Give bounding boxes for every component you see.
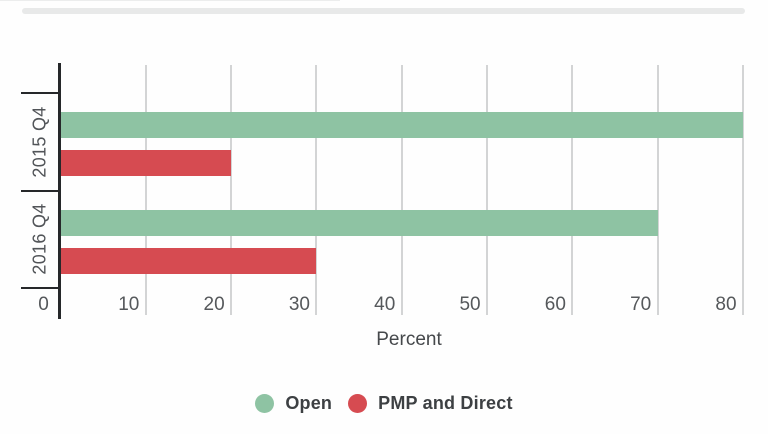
legend-swatch-open-icon xyxy=(255,394,275,413)
bar-open-2015-q4[interactable] xyxy=(60,112,743,138)
x-tick-label-10: 10 xyxy=(118,294,140,315)
x-tick-label-80: 80 xyxy=(715,294,737,315)
y-category-label-2015-q4: 2015 Q4 xyxy=(29,106,50,178)
x-tick-label-40: 40 xyxy=(374,294,396,315)
chart-legend: Open PMP and Direct xyxy=(0,393,768,414)
y-axis-tick xyxy=(21,287,59,289)
gridline-70 xyxy=(656,65,659,315)
gridline-20 xyxy=(230,65,233,315)
y-axis-tick xyxy=(21,92,59,94)
x-tick-label-70: 70 xyxy=(630,294,652,315)
gridline-80 xyxy=(742,65,744,315)
y-axis-line xyxy=(58,63,61,319)
x-tick-label-60: 60 xyxy=(544,294,566,315)
legend-swatch-pmp-and-direct-icon xyxy=(348,394,368,413)
y-axis-tick xyxy=(21,189,59,192)
gridline-30 xyxy=(315,65,318,315)
y-category-label-2016-q4: 2016 Q4 xyxy=(29,203,50,275)
legend-item-open: Open xyxy=(255,393,332,414)
x-tick-label-0: 0 xyxy=(38,294,49,315)
legend-item-pmp-and-direct: PMP and Direct xyxy=(348,393,513,414)
bar-open-2016-q4[interactable] xyxy=(60,209,658,236)
x-tick-label-50: 50 xyxy=(459,294,481,315)
x-tick-label-20: 20 xyxy=(203,294,225,315)
top-divider-strip xyxy=(22,8,745,14)
top-edge-line xyxy=(0,0,340,1)
gridline-10 xyxy=(144,65,147,315)
bar-pmp-and-direct-2015-q4[interactable] xyxy=(60,150,232,176)
gridline-60 xyxy=(571,65,574,315)
gridline-50 xyxy=(486,65,489,315)
bar-pmp-and-direct-2016-q4[interactable] xyxy=(60,247,317,274)
legend-label-open: Open xyxy=(285,393,333,413)
x-axis-title: Percent xyxy=(376,329,442,350)
gridline-40 xyxy=(400,65,403,315)
x-tick-label-30: 30 xyxy=(288,294,311,315)
legend-label-pmp-and-direct: PMP and Direct xyxy=(378,393,513,413)
